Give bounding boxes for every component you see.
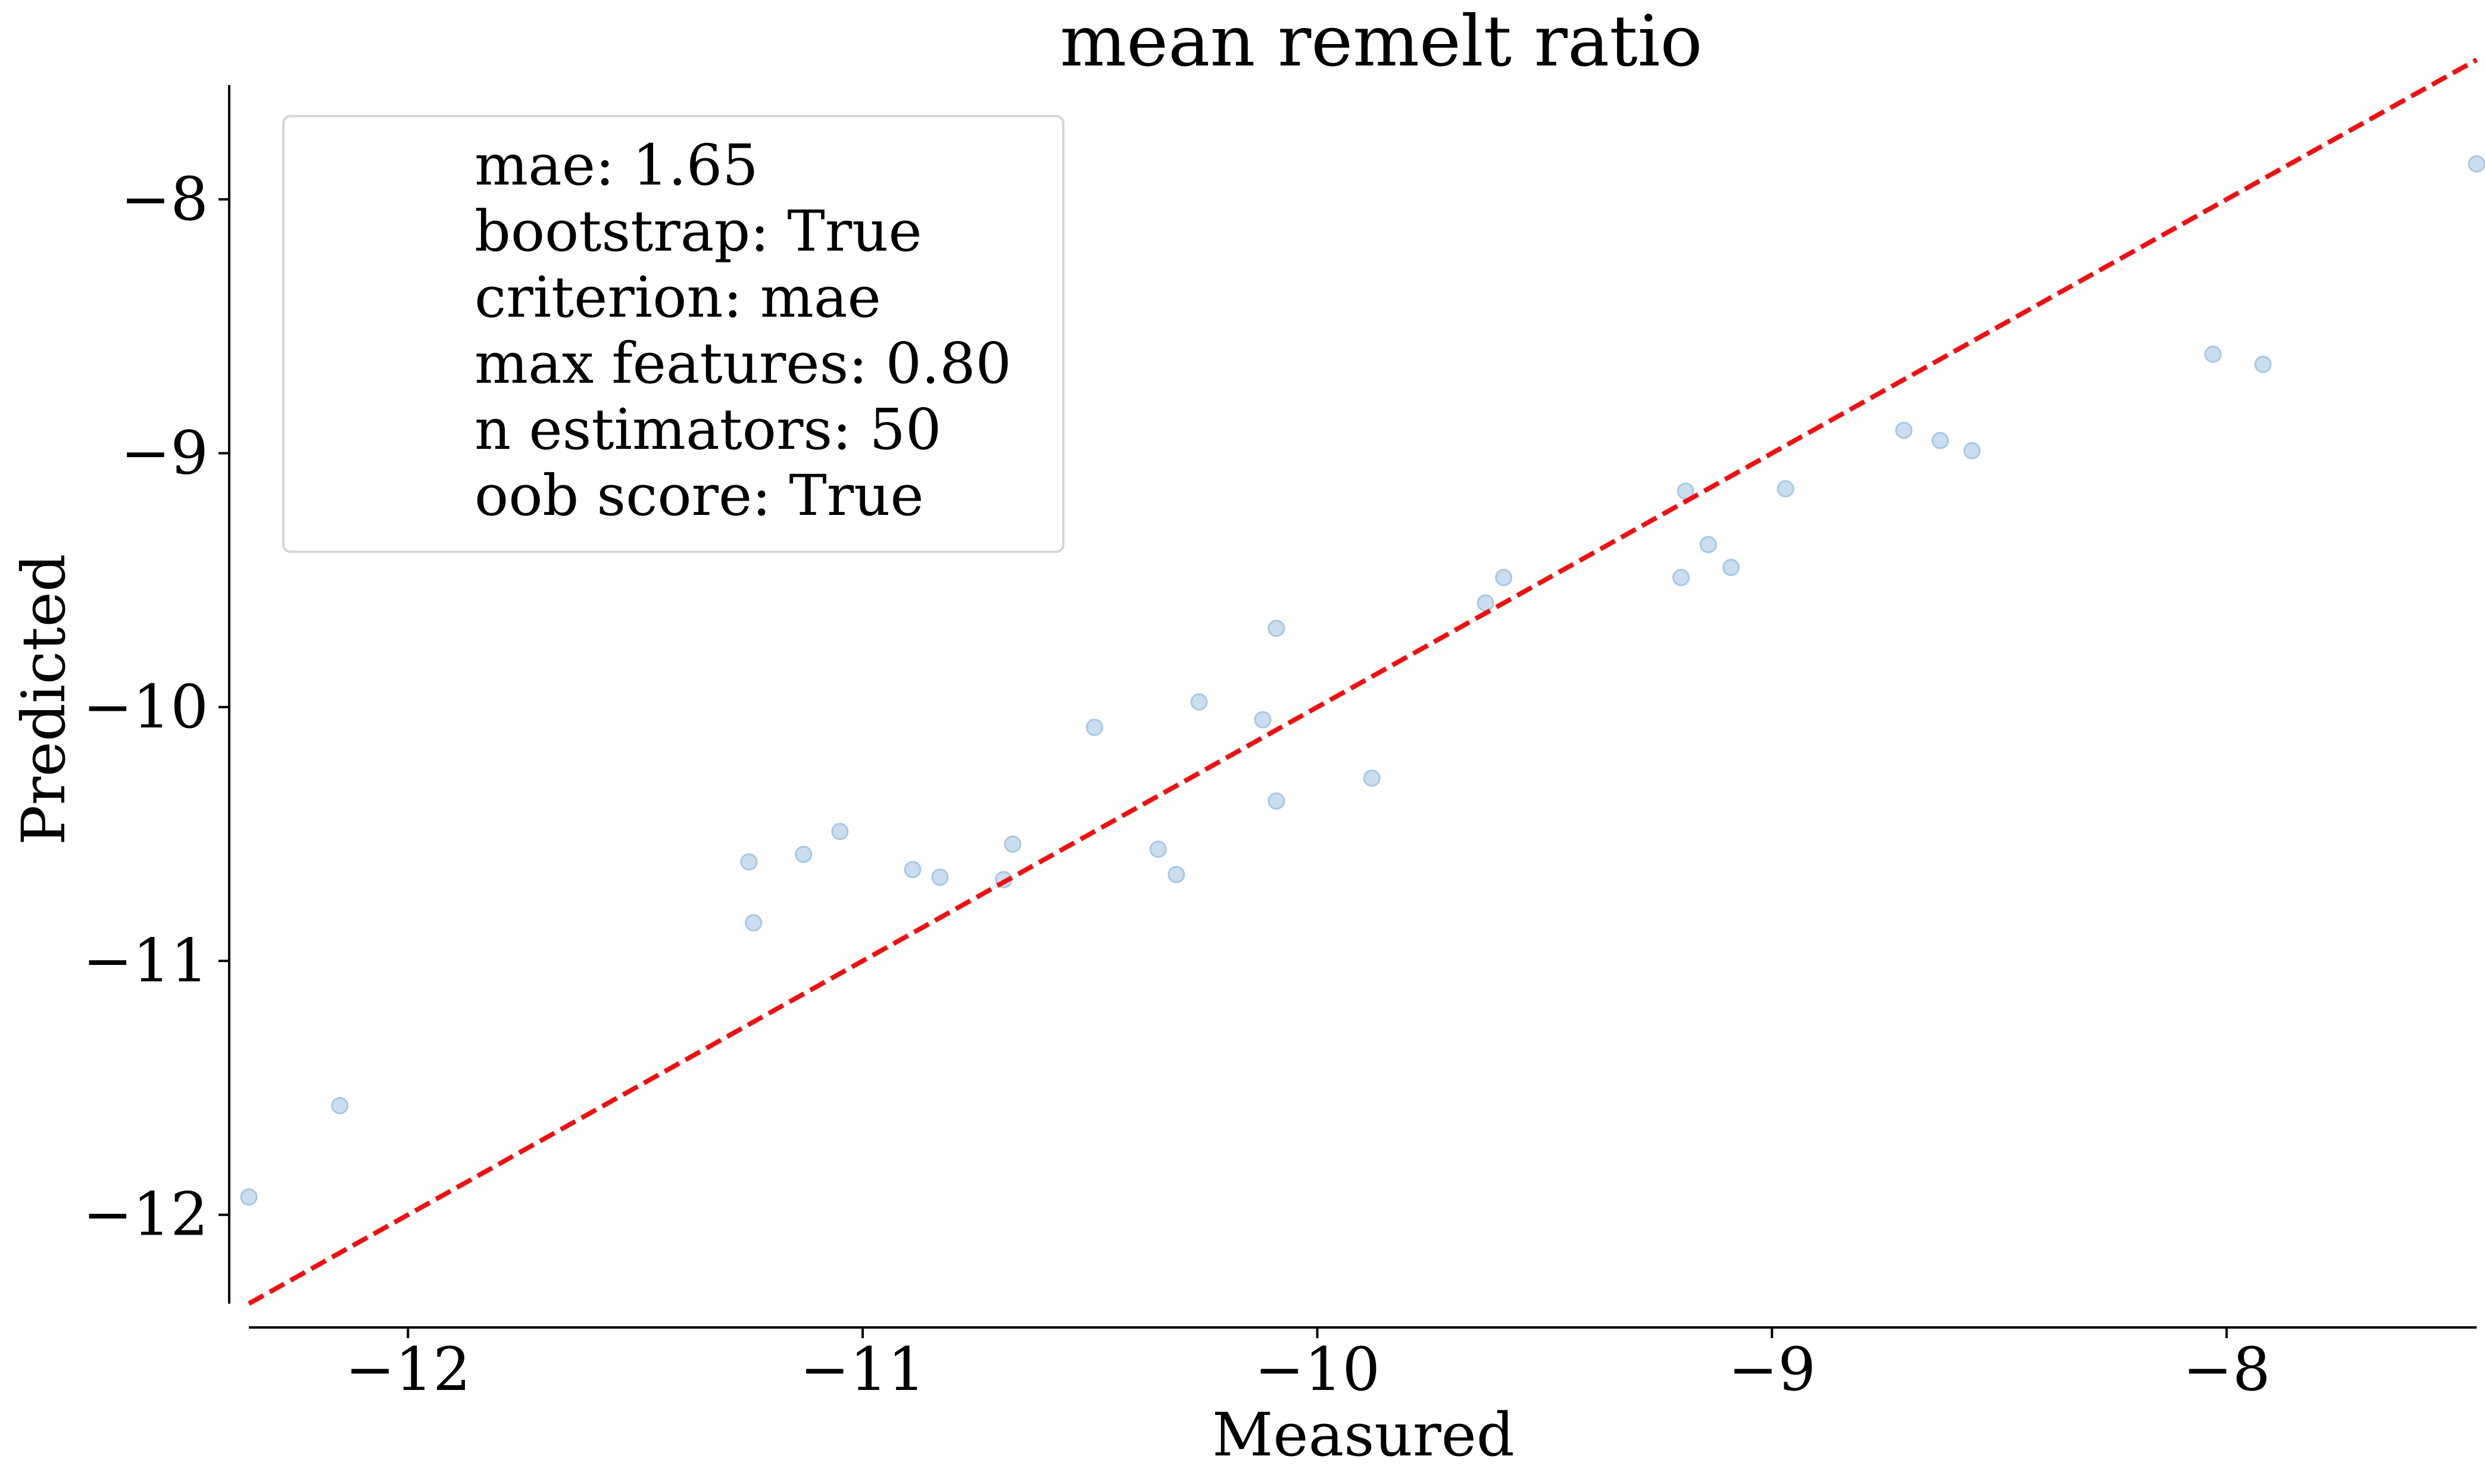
scatter-point (1085, 718, 1103, 736)
y-ticks-layer: −12 −11 −10 −9 −8 (83, 164, 229, 1249)
legend-entry: bootstrap: True (474, 199, 922, 264)
x-tick-label: −10 (1254, 1335, 1380, 1404)
y-axis-label: Predicted (9, 554, 79, 845)
scatter-point (745, 914, 763, 932)
scatter-point (1699, 536, 1717, 554)
legend-entry: mae: 1.65 (474, 133, 758, 198)
x-tick-label: −9 (1728, 1335, 1816, 1404)
x-tick-label: −12 (345, 1335, 471, 1404)
legend-entry: max features: 0.80 (474, 331, 1012, 396)
scatter-point (1495, 568, 1513, 586)
scatter-point (831, 823, 849, 841)
reference-line (248, 57, 2478, 1306)
points-layer (240, 155, 2485, 1206)
y-tick-label: −8 (121, 164, 208, 234)
y-tick-label: −12 (83, 1180, 208, 1249)
scatter-point (1777, 480, 1794, 498)
scatter-point (2254, 355, 2272, 373)
scatter-point (240, 1188, 258, 1206)
x-tick-label: −11 (800, 1335, 925, 1404)
scatter-point (1167, 866, 1185, 883)
scatter-point (1895, 421, 1913, 439)
scatter-point (795, 845, 813, 863)
y-tick-label: −11 (83, 926, 208, 995)
scatter-point (1963, 442, 1981, 460)
scatter-point (1672, 568, 1690, 586)
scatter-point (2468, 155, 2485, 173)
scatter-point (2204, 345, 2222, 363)
x-axis-label: Measured (1212, 1400, 1515, 1470)
scatter-point (1190, 693, 1208, 711)
scatter-point (1149, 841, 1167, 858)
legend-box (282, 115, 1064, 553)
reference-line-layer (248, 57, 2478, 1306)
scatter-point (1004, 835, 1022, 853)
chart-title: mean remelt ratio (1060, 0, 1702, 82)
scatter-point (740, 853, 758, 871)
scatter-point (1254, 711, 1272, 729)
scatter-point (1722, 558, 1740, 576)
legend-entry: n estimators: 50 (474, 397, 941, 463)
legend-entry: criterion: mae (474, 265, 881, 330)
y-tick-label: −10 (83, 672, 208, 742)
scatter-point (1268, 792, 1285, 810)
scatter-point (1363, 769, 1381, 787)
x-tick-label: −8 (2183, 1335, 2270, 1404)
legend-entry: oob score: True (474, 463, 924, 529)
scatter-point (931, 868, 949, 886)
scatter-point (1476, 594, 1494, 612)
scatter-point (904, 861, 922, 879)
legend: mae: 1.65 bootstrap: True criterion: mae… (282, 115, 1064, 553)
scatter-point (1931, 432, 1949, 449)
x-ticks-layer: −12 −11 −10 −9 −8 (345, 1327, 2271, 1404)
y-tick-label: −9 (121, 418, 208, 488)
scatter-point (331, 1096, 349, 1114)
scatter-point (1268, 620, 1285, 638)
